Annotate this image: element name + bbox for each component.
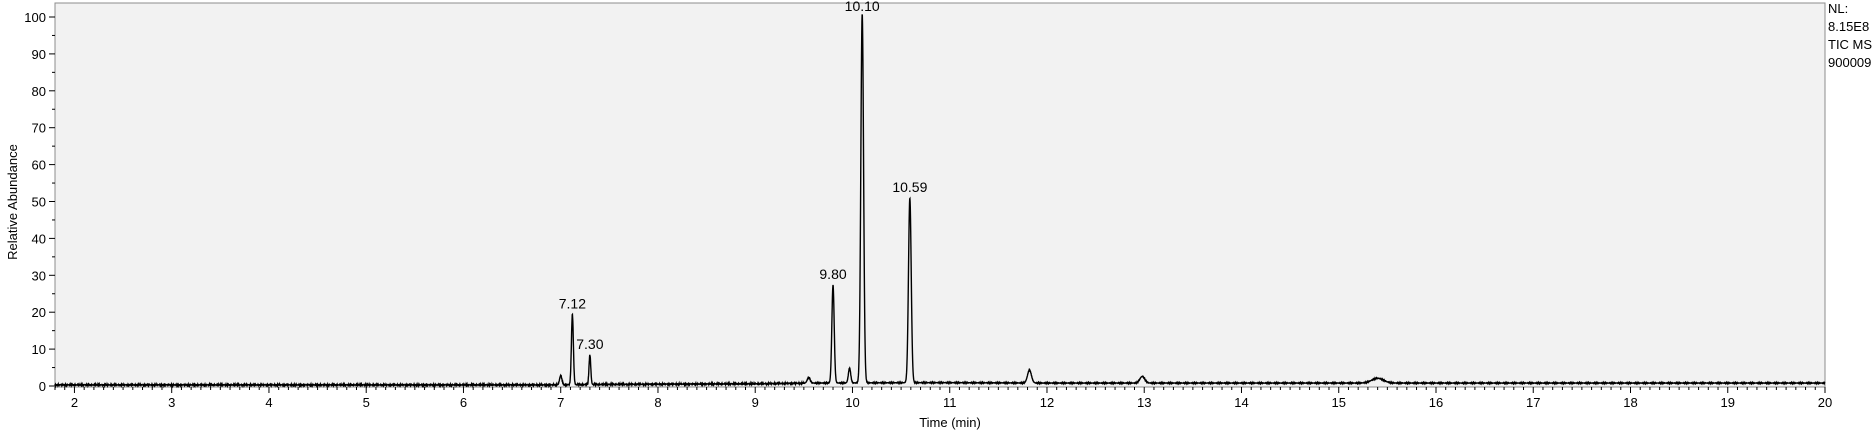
y-axis: 0 10 20 30 40 50 60 70 80 90 100	[24, 10, 55, 394]
x-tick-label: 18	[1623, 395, 1637, 410]
y-tick-label: 70	[32, 121, 46, 136]
x-tick-label: 17	[1526, 395, 1540, 410]
x-tick-label: 19	[1721, 395, 1735, 410]
plot-area	[54, 2, 1826, 388]
peak-label: 7.12	[559, 296, 586, 312]
y-tick-label: 50	[32, 195, 46, 210]
y-tick-label: 0	[39, 379, 46, 394]
y-axis-title: Relative Abundance	[5, 144, 20, 260]
info-line: TIC MS	[1828, 37, 1872, 52]
x-axis-title: Time (min)	[919, 415, 981, 430]
x-tick-label: 10	[845, 395, 859, 410]
x-tick-label: 7	[557, 395, 564, 410]
x-tick-label: 12	[1040, 395, 1054, 410]
peak-label: 9.80	[819, 266, 846, 282]
x-tick-label: 11	[943, 395, 957, 410]
x-tick-label: 9	[752, 395, 759, 410]
y-tick-label: 90	[32, 47, 46, 62]
chromatogram-trace	[54, 14, 1826, 389]
peak-label: 10.59	[892, 179, 927, 195]
y-tick-label: 80	[32, 84, 46, 99]
x-tick-label: 20	[1818, 395, 1832, 410]
info-line: 8.15E8	[1828, 19, 1869, 34]
x-tick-label: 8	[654, 395, 661, 410]
info-line: 900009	[1828, 55, 1871, 70]
peak-label: 10.10	[845, 0, 880, 14]
y-tick-label: 100	[24, 10, 46, 25]
x-axis: 2 3 4 5 6 7 8 9 10 11 12 13 14 15 16 17 18 19 20	[54, 387, 1832, 410]
y-tick-label: 30	[32, 268, 46, 283]
x-tick-label: 16	[1429, 395, 1443, 410]
x-tick-label: 3	[168, 395, 175, 410]
y-tick-label: 40	[32, 231, 46, 246]
peak-label: 7.30	[576, 336, 603, 352]
x-tick-label: 4	[265, 395, 272, 410]
x-tick-label: 5	[363, 395, 370, 410]
peak-labels: 7.12 7.30 9.80 10.10 10.59	[559, 0, 928, 352]
y-tick-label: 60	[32, 158, 46, 173]
x-tick-label: 14	[1234, 395, 1248, 410]
info-line: NL:	[1828, 1, 1848, 16]
x-tick-label: 13	[1137, 395, 1151, 410]
info-box: NL: 8.15E8 TIC MS 900009	[1828, 1, 1872, 70]
y-tick-label: 10	[32, 342, 46, 357]
y-tick-label: 20	[32, 305, 46, 320]
x-tick-label: 15	[1332, 395, 1346, 410]
x-tick-label: 2	[71, 395, 78, 410]
x-tick-label: 6	[460, 395, 467, 410]
